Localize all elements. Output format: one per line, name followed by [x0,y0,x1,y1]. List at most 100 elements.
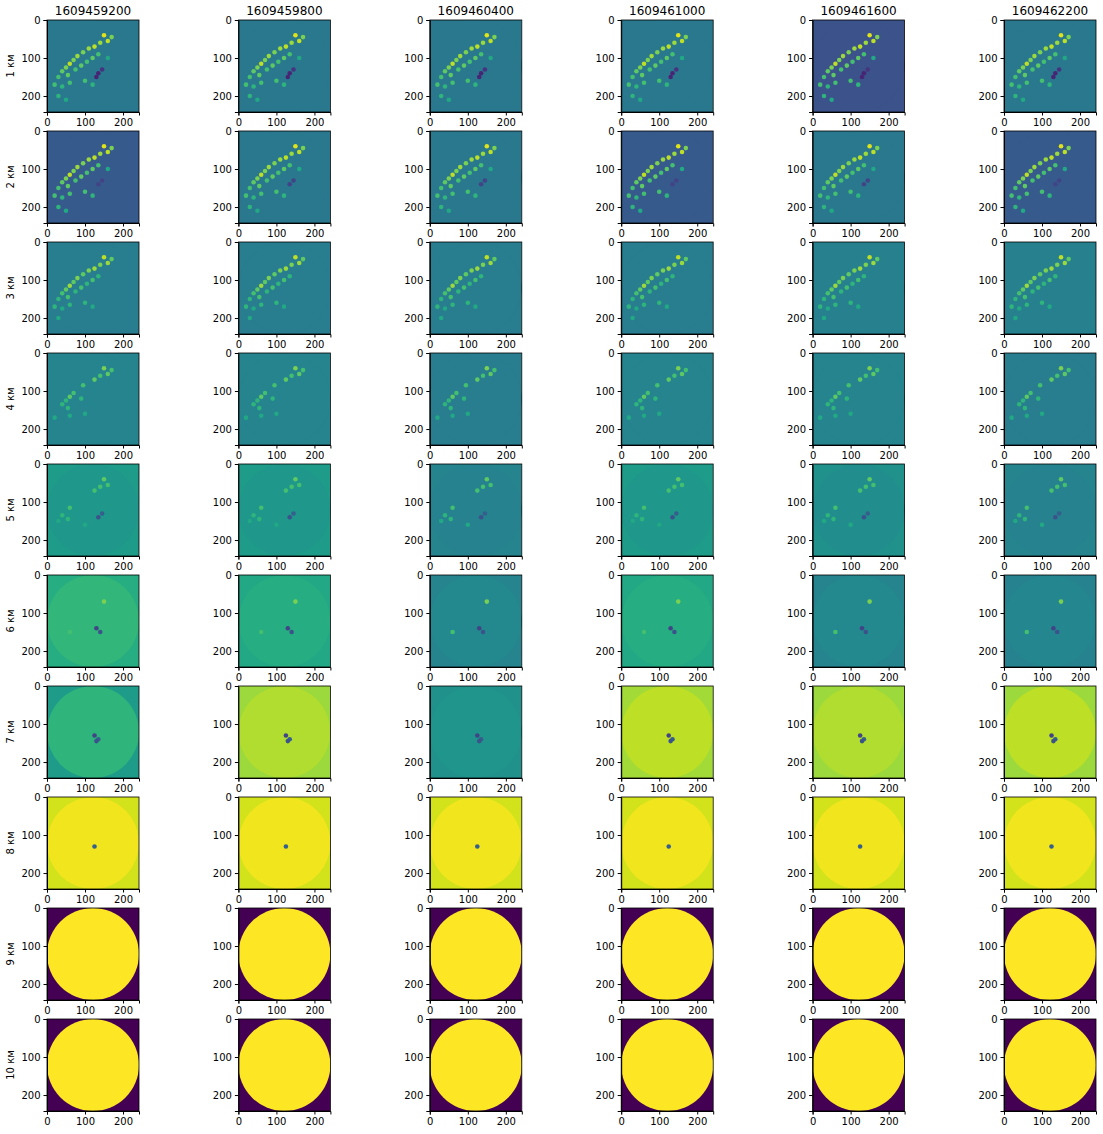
image [813,242,905,334]
tick-label: 100 [267,783,286,794]
disk-cell [621,353,713,445]
tick: 100 [267,112,286,128]
tick: 0 [619,223,625,239]
echo-cell [1049,844,1054,849]
echo-cell [60,69,65,74]
echo-cell [634,306,639,311]
tick-label: 0 [810,450,816,461]
tick-label: 100 [978,719,997,730]
tick: 100 [459,778,478,794]
y-axis: 0100200 [978,459,1004,557]
tick-mark [851,556,852,560]
tick: 200 [21,646,47,657]
echo-cell [75,276,80,281]
tick-mark [1001,464,1005,465]
disk-cell [621,20,713,112]
tick-mark [1001,613,1005,614]
disk-cell [813,353,905,445]
tick-mark [809,169,813,170]
tick-label: 100 [596,53,615,64]
tick-label: 100 [842,561,861,572]
tick: 100 [978,53,1004,64]
image [430,797,522,889]
echo-cell [634,180,639,185]
disk-cell [430,20,522,112]
frame [813,464,905,556]
tick-label: 100 [978,275,997,286]
tick: 0 [226,459,239,470]
echo-cell [661,46,666,51]
background-cell [47,242,139,334]
echo-cell [66,406,71,411]
tick-mark [809,280,813,281]
echo-cell [488,167,493,172]
background-cell [813,353,905,445]
tick: 100 [650,334,669,350]
tick-mark [314,556,315,560]
background-cell [621,464,713,556]
echo-cell [1051,626,1056,631]
echo-cell [447,287,452,292]
echo-cell [1063,372,1068,377]
echo-cell [1059,366,1064,371]
tick-mark [618,613,622,614]
echo-cell [286,75,291,80]
echo-cell [248,205,253,210]
tick: 200 [978,646,1004,657]
tick-label: 200 [21,424,40,435]
image [813,353,905,445]
x-axis: 0100200 [427,556,522,572]
tick-mark [1001,169,1005,170]
echo-cell [467,171,472,176]
echo-cell [1038,161,1043,166]
echo-cell [850,60,855,65]
tick: 200 [114,556,133,572]
background-cell [47,20,139,112]
tick: 100 [842,445,861,461]
echo-cell [481,152,486,157]
echo-cell [435,82,440,87]
echo-cell [52,304,57,309]
echo-cell [251,195,256,200]
frame [47,686,139,778]
echo-cell [244,82,249,87]
echo-cell [71,169,76,174]
image [238,464,330,556]
tick-mark [618,280,622,281]
frame [430,575,522,667]
echo-cell [1055,374,1060,379]
tick-mark [1042,445,1043,449]
frame [1004,131,1096,223]
tick-label: 0 [800,792,806,803]
tick-label: 200 [305,450,324,461]
echo-cell [450,302,455,307]
echo-cell [287,52,292,57]
tick-mark [426,131,430,132]
tick: 200 [880,445,899,461]
tick-mark [809,242,813,243]
echo-cell [66,517,71,522]
echo-cell [289,485,294,490]
image [621,131,713,223]
echo-cell [96,163,101,168]
tick-label: 0 [800,459,806,470]
echo-cell [293,144,298,149]
tick-label: 200 [305,561,324,572]
tick-mark [809,502,813,503]
echo-cell [1055,630,1060,635]
echo-cell [439,519,444,524]
echo-cell [248,297,253,302]
echo-cell [291,178,296,183]
panel: 01002000100200 [213,15,331,128]
x-axis: 0100200 [44,334,139,350]
tick-label: 100 [650,339,669,350]
tick-mark [659,556,660,560]
echo-cell [255,65,260,70]
x-axis: 0100200 [619,334,714,350]
echo-cell [454,58,459,63]
echo-cell [475,377,480,382]
tick-mark [659,667,660,671]
echo-cell [826,402,831,407]
tick-label: 100 [650,672,669,683]
tick-mark [618,575,622,576]
